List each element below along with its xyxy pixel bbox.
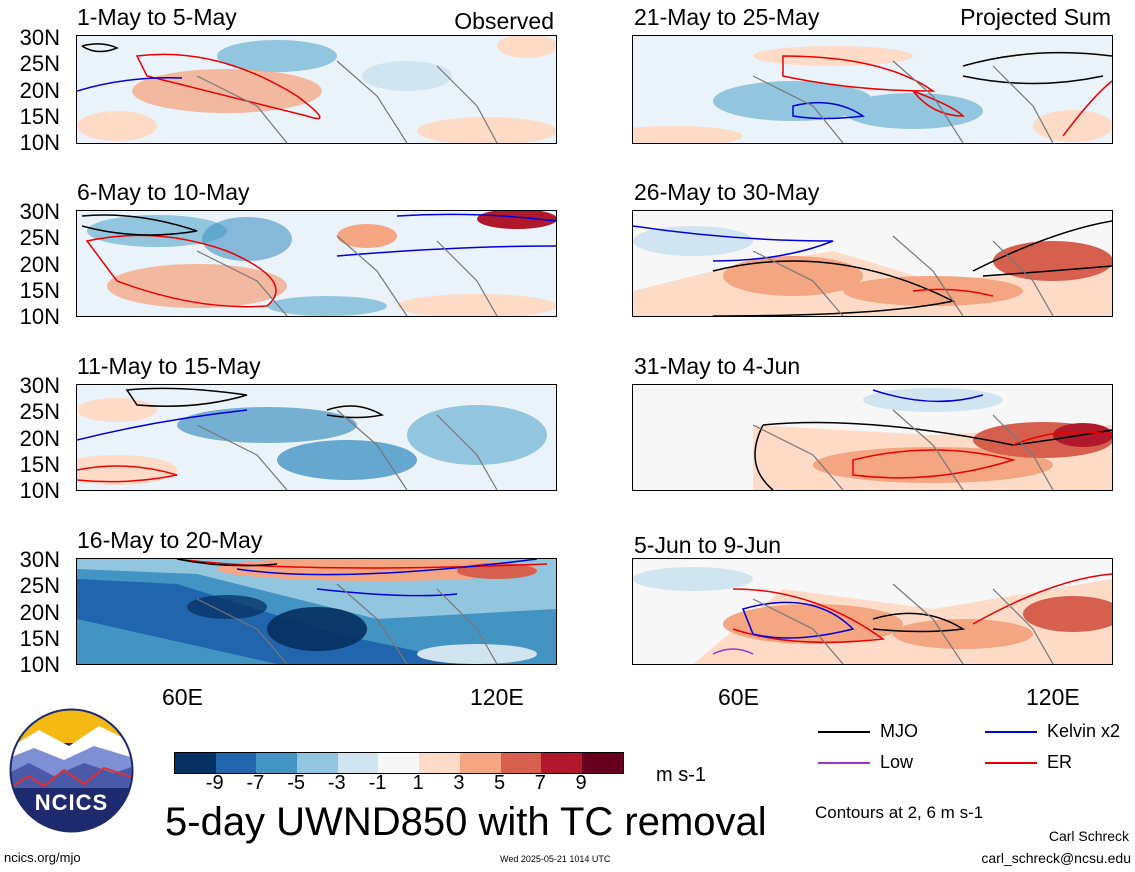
author: Carl Schreck — [1048, 828, 1129, 844]
ncics-logo: NCICS — [9, 708, 134, 833]
lat-tick: 10N — [19, 130, 60, 155]
colorbar-swatch — [541, 753, 582, 773]
colorbar-tick-label: -7 — [246, 772, 265, 794]
colorbar-tick-label: -5 — [287, 772, 305, 794]
lon-tick: 60E — [162, 684, 203, 710]
map-panel — [632, 35, 1113, 144]
map-panel — [632, 558, 1113, 665]
colorbar-swatch — [215, 753, 257, 773]
colorbar-tick-label: -3 — [327, 772, 346, 794]
lat-tick: 20N — [19, 600, 60, 625]
map-panel — [76, 384, 557, 491]
colorbar-swatch — [581, 753, 623, 773]
panel-title: 16-May to 20-May — [77, 527, 263, 553]
map-field — [633, 36, 1112, 143]
legend-label: Low — [880, 752, 914, 772]
lat-tick: 25N — [19, 573, 60, 598]
colorbar-tick-label: 1 — [412, 772, 424, 794]
lat-tick: 10N — [19, 478, 60, 503]
contour-note: Contours at 2, 6 m s-1 — [815, 803, 984, 822]
panel-label: Observed — [454, 8, 554, 34]
legend-label: MJO — [880, 721, 918, 741]
lat-tick: 15N — [19, 452, 60, 477]
map-panel — [76, 558, 557, 665]
colorbar-swatch — [297, 753, 338, 773]
colorbar-swatch — [337, 753, 379, 773]
lat-tick: 30N — [19, 373, 60, 398]
lat-tick: 25N — [19, 225, 60, 250]
map-field — [77, 385, 556, 490]
main-title: 5-day UWND850 with TC removal — [165, 800, 767, 844]
colorbar — [174, 752, 624, 774]
map-field — [77, 211, 556, 316]
email: carl_schreck@ncsu.edu — [981, 850, 1131, 866]
lat-tick: 15N — [19, 626, 60, 651]
legend-line-mjo — [818, 731, 870, 733]
colorbar-tick-label: 7 — [534, 772, 546, 794]
lat-tick: 30N — [19, 547, 60, 572]
lat-tick: 30N — [19, 25, 60, 50]
panel-title: 31-May to 4-Jun — [634, 353, 801, 379]
colorbar-tick-label: -1 — [368, 772, 387, 794]
legend-line-low — [818, 762, 870, 764]
legend-line-kelvin — [985, 731, 1037, 733]
colorbar-swatch — [500, 753, 542, 773]
colorbar-tick-label: 5 — [494, 772, 506, 794]
panel-title: 11-May to 15-May — [77, 353, 261, 379]
lon-tick: 120E — [470, 684, 524, 710]
legend-label: Kelvin x2 — [1047, 721, 1121, 741]
lat-tick: 15N — [19, 104, 60, 129]
colorbar-tick-label: -9 — [205, 772, 224, 794]
legend-label: ER — [1047, 752, 1073, 772]
colorbar-units: m s-1 — [656, 764, 706, 786]
panel-title: 1-May to 5-May — [77, 4, 237, 30]
colorbar-swatch — [419, 753, 460, 773]
map-panel — [632, 384, 1113, 491]
lat-tick: 20N — [19, 426, 60, 451]
map-panel — [76, 35, 557, 144]
map-panel — [76, 210, 557, 317]
map-panel — [632, 210, 1113, 317]
lat-tick: 25N — [19, 51, 60, 76]
map-field — [633, 385, 1112, 490]
lat-tick: 25N — [19, 399, 60, 424]
lat-tick: 10N — [19, 652, 60, 677]
map-field — [633, 211, 1112, 316]
lon-tick: 60E — [718, 684, 759, 710]
map-field — [633, 559, 1112, 664]
colorbar-swatch — [256, 753, 298, 773]
colorbar-tick-label: 9 — [575, 772, 587, 794]
legend-line-er — [985, 762, 1037, 764]
panel-label: Projected Sum — [960, 4, 1111, 30]
colorbar-swatch — [175, 753, 216, 773]
lat-tick: 10N — [19, 304, 60, 329]
panel-title: 26-May to 30-May — [634, 179, 820, 205]
colorbar-swatch — [378, 753, 420, 773]
map-field — [77, 559, 556, 664]
lat-tick: 20N — [19, 252, 60, 277]
panel-title: 6-May to 10-May — [77, 179, 250, 205]
lat-tick: 20N — [19, 78, 60, 103]
source-url[interactable]: ncics.org/mjo — [4, 850, 81, 865]
panel-title: 5-Jun to 9-Jun — [634, 532, 782, 558]
timestamp: Wed 2025-05-21 1014 UTC — [500, 854, 611, 864]
logo-text: NCICS — [34, 790, 109, 815]
logo-graphic — [9, 708, 134, 833]
lat-tick: 30N — [19, 199, 60, 224]
lon-tick: 120E — [1026, 684, 1080, 710]
colorbar-tick-label: 3 — [453, 772, 465, 794]
map-field — [77, 36, 556, 143]
panel-title: 21-May to 25-May — [634, 4, 820, 30]
lat-tick: 15N — [19, 278, 60, 303]
colorbar-swatch — [459, 753, 501, 773]
